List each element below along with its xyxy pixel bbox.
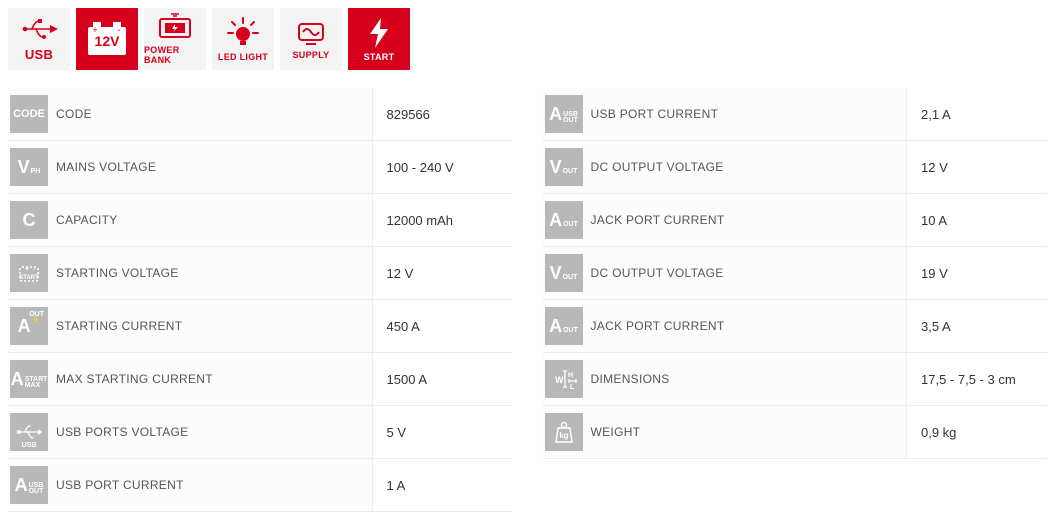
svg-text:+: +: [25, 266, 29, 273]
spec-value: 12 V: [373, 247, 513, 299]
spec-value: 450 A: [373, 300, 513, 352]
feature-badges: USB 12V + - POWER BANK: [8, 8, 1047, 70]
feature-supply-label: SUPPLY: [293, 50, 330, 60]
spec-label: DC OUTPUT VOLTAGE: [591, 141, 908, 193]
capacity-icon: C: [10, 201, 48, 239]
spec-row: kg WEIGHT 0,9 kg: [543, 406, 1048, 459]
spec-col-left: CODE CODE 829566 VPH MAINS VOLTAGE 100 -…: [8, 88, 513, 512]
spec-value: 829566: [373, 88, 513, 140]
spec-label: USB PORT CURRENT: [56, 459, 373, 511]
aout-bolt-icon: A⚡OUT: [10, 307, 48, 345]
spec-value: 1 A: [373, 459, 513, 511]
spec-row: ASTARTMAX MAX STARTING CURRENT 1500 A: [8, 353, 513, 406]
power-bank-icon: [157, 13, 193, 43]
aoutj-icon: AOUT: [545, 307, 583, 345]
spec-row: AUSBOUT USB PORT CURRENT 2,1 A: [543, 88, 1048, 141]
spec-label: JACK PORT CURRENT: [591, 300, 908, 352]
spec-label: USB PORTS VOLTAGE: [56, 406, 373, 458]
usb-icon: [20, 17, 58, 45]
vout-icon: VOUT: [545, 254, 583, 292]
feature-usb: USB: [8, 8, 70, 70]
svg-text:START: START: [19, 275, 39, 281]
vstart-icon: START+-: [10, 254, 48, 292]
feature-supply: SUPPLY: [280, 8, 342, 70]
svg-text:+: +: [92, 25, 97, 35]
spec-label: JACK PORT CURRENT: [591, 194, 908, 246]
spec-row: WHL DIMENSIONS 17,5 - 7,5 - 3 cm: [543, 353, 1048, 406]
feature-12v: 12V + -: [76, 8, 138, 70]
spec-row: C CAPACITY 12000 mAh: [8, 194, 513, 247]
svg-text:kg: kg: [559, 431, 568, 440]
battery-12v-icon: 12V + -: [84, 19, 130, 59]
feature-led-light-label: LED LIGHT: [218, 52, 268, 62]
spec-label: DC OUTPUT VOLTAGE: [591, 247, 908, 299]
svg-text:H: H: [568, 372, 573, 379]
amax-icon: ASTARTMAX: [10, 360, 48, 398]
spec-label: USB PORT CURRENT: [591, 88, 908, 140]
spec-value: 5 V: [373, 406, 513, 458]
spec-value: 17,5 - 7,5 - 3 cm: [907, 353, 1047, 405]
usb-volt-icon: USB: [10, 413, 48, 451]
spec-value: 19 V: [907, 247, 1047, 299]
led-light-icon: [226, 16, 260, 50]
start-bolt-icon: [366, 16, 392, 50]
spec-col-right: AUSBOUT USB PORT CURRENT 2,1 A VOUT DC O…: [543, 88, 1048, 512]
ausb-icon: AUSBOUT: [10, 466, 48, 504]
spec-label: MAX STARTING CURRENT: [56, 353, 373, 405]
spec-row: CODE CODE 829566: [8, 88, 513, 141]
spec-label: MAINS VOLTAGE: [56, 141, 373, 193]
svg-text:W: W: [555, 375, 564, 385]
feature-led-light: LED LIGHT: [212, 8, 274, 70]
spec-row: VPH MAINS VOLTAGE 100 - 240 V: [8, 141, 513, 194]
svg-text:L: L: [570, 384, 575, 391]
feature-power-bank: POWER BANK: [144, 8, 206, 70]
feature-usb-label: USB: [25, 47, 53, 62]
spec-value: 10 A: [907, 194, 1047, 246]
spec-value: 3,5 A: [907, 300, 1047, 352]
spec-row: USB USB PORTS VOLTAGE 5 V: [8, 406, 513, 459]
ausb-icon: AUSBOUT: [545, 95, 583, 133]
spec-label: DIMENSIONS: [591, 353, 908, 405]
spec-row: AOUT JACK PORT CURRENT 3,5 A: [543, 300, 1048, 353]
spec-row: VOUT DC OUTPUT VOLTAGE 19 V: [543, 247, 1048, 300]
spec-row: START+- STARTING VOLTAGE 12 V: [8, 247, 513, 300]
spec-row: VOUT DC OUTPUT VOLTAGE 12 V: [543, 141, 1048, 194]
spec-value: 1500 A: [373, 353, 513, 405]
feature-start-label: START: [364, 52, 395, 62]
supply-icon: [294, 18, 328, 48]
vout-icon: VOUT: [545, 148, 583, 186]
spec-table: CODE CODE 829566 VPH MAINS VOLTAGE 100 -…: [8, 88, 1047, 512]
dimensions-icon: WHL: [545, 360, 583, 398]
spec-label: WEIGHT: [591, 406, 908, 458]
spec-value: 12 V: [907, 141, 1047, 193]
spec-label: CODE: [56, 88, 373, 140]
code-icon: CODE: [10, 95, 48, 133]
spec-value: 12000 mAh: [373, 194, 513, 246]
svg-text:12V: 12V: [95, 33, 121, 49]
vph-icon: VPH: [10, 148, 48, 186]
spec-row: AOUT JACK PORT CURRENT 10 A: [543, 194, 1048, 247]
aoutj-icon: AOUT: [545, 201, 583, 239]
spec-label: STARTING VOLTAGE: [56, 247, 373, 299]
spec-value: 0,9 kg: [907, 406, 1047, 458]
spec-row: AUSBOUT USB PORT CURRENT 1 A: [8, 459, 513, 512]
feature-start: START: [348, 8, 410, 70]
weight-icon: kg: [545, 413, 583, 451]
spec-row: A⚡OUT STARTING CURRENT 450 A: [8, 300, 513, 353]
spec-value: 100 - 240 V: [373, 141, 513, 193]
spec-label: CAPACITY: [56, 194, 373, 246]
svg-text:-: -: [117, 25, 120, 36]
spec-label: STARTING CURRENT: [56, 300, 373, 352]
feature-power-bank-label: POWER BANK: [144, 45, 206, 65]
spec-value: 2,1 A: [907, 88, 1047, 140]
